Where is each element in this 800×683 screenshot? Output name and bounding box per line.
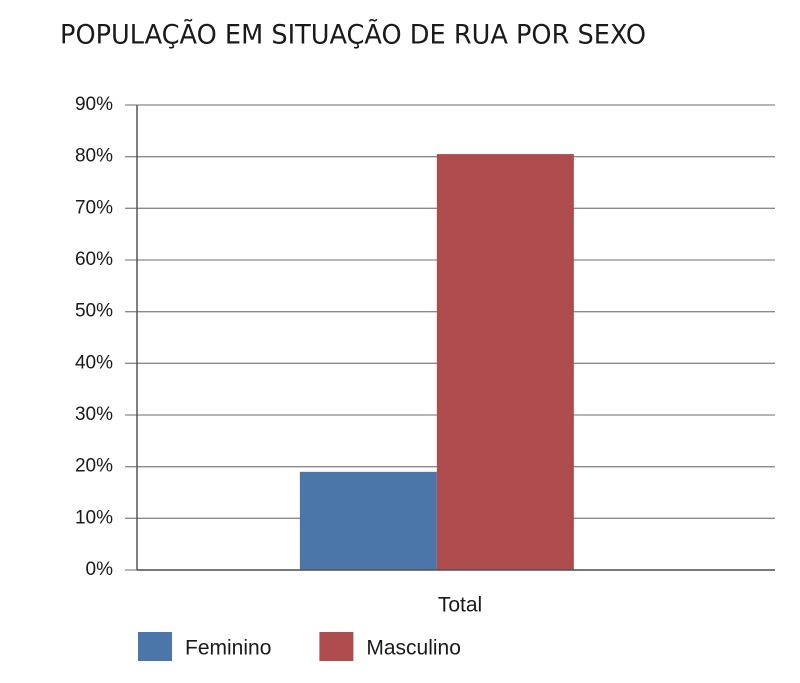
y-tick-label: 20% <box>75 456 113 477</box>
y-tick-label: 10% <box>75 507 113 528</box>
y-tick-label: 80% <box>75 146 113 167</box>
legend-label: Feminino <box>185 637 271 660</box>
legend-label: Masculino <box>366 637 461 660</box>
y-tick-label: 50% <box>75 301 113 322</box>
legend-swatch <box>138 632 172 661</box>
y-tick-label: 30% <box>75 404 113 425</box>
y-tick-label: 60% <box>75 249 113 270</box>
legend-swatch <box>319 632 354 661</box>
y-tick-label: 40% <box>75 352 113 373</box>
y-tick-label: 70% <box>75 197 113 218</box>
bar <box>299 471 437 570</box>
chart-title: POPULAÇÃO EM SITUAÇÃO DE RUA POR SEXO <box>60 19 646 51</box>
y-tick-label: 0% <box>86 559 114 580</box>
x-tick-label: Total <box>438 594 482 617</box>
bar <box>436 154 574 571</box>
y-tick-label: 90% <box>75 94 113 115</box>
